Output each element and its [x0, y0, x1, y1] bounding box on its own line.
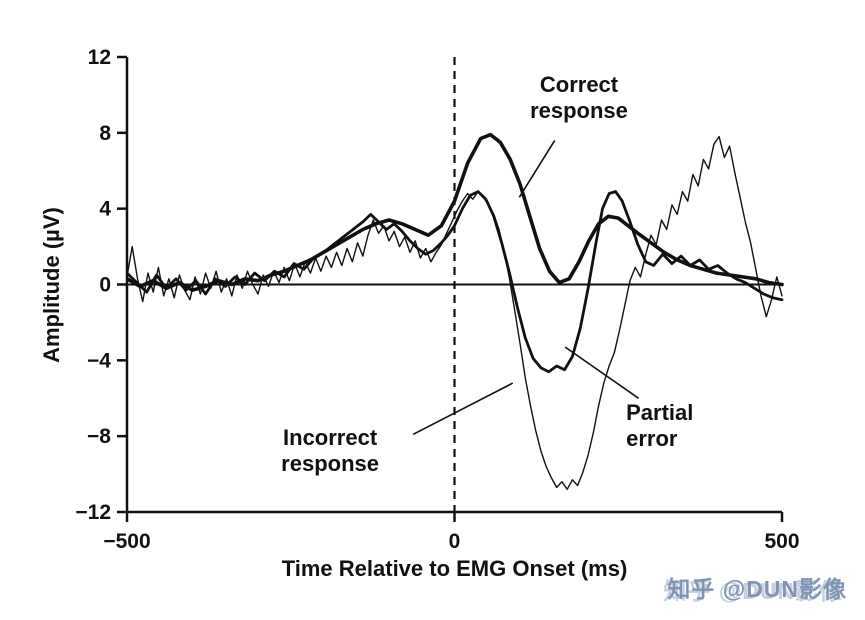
- leader-correct-response: [518, 139, 556, 198]
- zhihu-watermark: 知乎 @DUN影像: [667, 576, 847, 602]
- series-correct-response: [127, 132, 784, 293]
- x-tick-label: 0: [449, 530, 461, 553]
- y-tick-label: −12: [75, 501, 111, 524]
- y-tick-label: −4: [87, 349, 111, 372]
- y-tick-label: 4: [99, 198, 111, 221]
- leader-partial-error: [564, 346, 640, 399]
- y-tick-label: 12: [88, 46, 111, 69]
- annotation-correct-response: Correct response: [530, 72, 628, 123]
- leader-incorrect-response: [412, 382, 514, 436]
- y-tick-label: −8: [87, 425, 111, 448]
- series-partial-error: [127, 190, 784, 374]
- x-axis-title: Time Relative to EMG Onset (ms): [281, 556, 628, 581]
- y-tick-label: 8: [99, 122, 111, 145]
- x-tick-label: 500: [764, 530, 799, 553]
- x-tick-label: −500: [103, 530, 150, 553]
- annotation-partial-error: Partial error: [626, 400, 693, 451]
- y-tick-label: 0: [99, 274, 111, 297]
- annotation-incorrect-response: Incorrect response: [281, 425, 379, 476]
- y-axis-title: Amplitude (µV): [39, 207, 64, 363]
